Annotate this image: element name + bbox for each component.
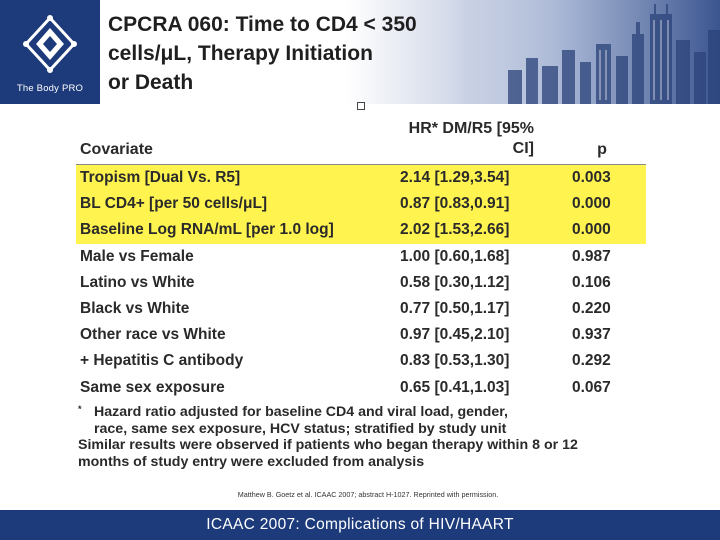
- results-table: Covariate HR* DM/R5 [95% CI] p Tropism […: [76, 116, 646, 401]
- p-value-cell: 0.937: [572, 326, 611, 344]
- p-value-cell: 0.000: [572, 221, 611, 239]
- hazard-ratio-cell: 2.14 [1.29,3.54]: [400, 169, 510, 186]
- covariate-cell: Male vs Female: [80, 247, 194, 265]
- hazard-ratio-cell: 0.83 [0.53,1.30]: [400, 352, 510, 370]
- header-hazard-ratio: HR* DM/R5 [95% CI]: [378, 119, 534, 159]
- covariate-cell: Black vs White: [80, 299, 190, 317]
- p-value-cell: 0.003: [572, 169, 611, 186]
- covariate-cell: + Hepatitis C antibody: [80, 352, 244, 370]
- hazard-ratio-cell: 0.77 [0.50,1.17]: [400, 299, 510, 317]
- table-row: Latino vs White 0.58 [0.30,1.12] 0.106: [76, 270, 646, 296]
- hazard-ratio-cell: 0.87 [0.83,0.91]: [400, 195, 510, 213]
- hazard-ratio-cell: 2.02 [1.53,2.66]: [400, 221, 510, 239]
- table-header: Covariate HR* DM/R5 [95% CI] p: [76, 116, 646, 165]
- p-value-cell: 0.220: [572, 299, 611, 317]
- footnote-line: months of study entry were excluded from…: [78, 453, 425, 470]
- covariate-cell: Baseline Log RNA/mL [per 1.0 log]: [80, 221, 334, 239]
- logo: The Body PRO: [0, 0, 100, 104]
- table-row: Male vs Female 1.00 [0.60,1.68] 0.987: [76, 244, 646, 270]
- footnotes: * Hazard ratio adjusted for baseline CD4…: [78, 404, 638, 470]
- table-row: Tropism [Dual Vs. R5] 2.14 [1.29,3.54] 0.0…: [76, 165, 646, 192]
- covariate-cell: Same sex exposure: [80, 378, 225, 396]
- p-value-cell: 0.106: [572, 273, 611, 291]
- covariate-cell: BL CD4+ [per 50 cells/μL]: [80, 195, 268, 213]
- hazard-ratio-cell: 0.65 [0.41,1.03]: [400, 378, 510, 396]
- logo-text: The Body PRO: [16, 83, 84, 94]
- table-body: Tropism [Dual Vs. R5] 2.14 [1.29,3.54] 0.0…: [76, 165, 646, 401]
- diamond-logo-icon: [23, 15, 77, 73]
- title-line: cells/μL, Therapy Initiation: [108, 42, 373, 65]
- p-value-cell: 0.067: [572, 378, 611, 396]
- p-value-cell: 0.000: [572, 195, 611, 213]
- header-hr-line: HR* DM/R5 [95%: [408, 120, 534, 137]
- slide-header: The Body PRO: [0, 0, 720, 104]
- footnote-line: Hazard ratio adjusted for baseline CD4 a…: [94, 404, 508, 420]
- slide-footer: ICAAC 2007: Complications of HIV/HAART: [0, 510, 720, 540]
- footnote-line: race, same sex exposure, HCV status; str…: [94, 420, 507, 437]
- covariate-cell: Other race vs White: [80, 326, 226, 344]
- table-row: BL CD4+ [per 50 cells/μL] 0.87 [0.83,0.91…: [76, 191, 646, 218]
- p-value-cell: 0.292: [572, 352, 611, 370]
- header-p-value: p: [597, 141, 607, 158]
- table-row: Baseline Log RNA/mL [per 1.0 log] 2.02 [1…: [76, 217, 646, 244]
- covariate-cell: Tropism [Dual Vs. R5]: [80, 169, 241, 186]
- title-line: or Death: [108, 71, 194, 94]
- city-skyline-image: [468, 0, 720, 104]
- covariate-cell: Latino vs White: [80, 273, 195, 291]
- title-line: CPCRA 060: Time to CD4 < 350: [108, 13, 417, 36]
- header-covariate: Covariate: [80, 141, 153, 158]
- footnote-line: Similar results were observed if patient…: [78, 437, 578, 454]
- table-row: + Hepatitis C antibody 0.83 [0.53,1.30] 0.…: [76, 348, 646, 374]
- footnote-marker: *: [78, 404, 82, 414]
- slide-title: CPCRA 060: Time to CD4 < 350 cells/μL, T…: [108, 10, 488, 97]
- hazard-ratio-cell: 0.58 [0.30,1.12]: [400, 273, 510, 291]
- header-hr-line: CI]: [512, 140, 534, 157]
- hazard-ratio-cell: 0.97 [0.45,2.10]: [400, 326, 510, 344]
- placeholder-square-icon: [357, 102, 365, 110]
- table-row: Other race vs White 0.97 [0.45,2.10] 0.937: [76, 322, 646, 348]
- citation: Matthew B. Goetz et al. ICAAC 2007; abst…: [237, 490, 499, 499]
- p-value-cell: 0.987: [572, 247, 611, 265]
- hazard-ratio-cell: 1.00 [0.60,1.68]: [400, 247, 510, 265]
- table-row: Same sex exposure 0.65 [0.41,1.03] 0.067: [76, 375, 646, 401]
- table-row: Black vs White 0.77 [0.50,1.17] 0.220: [76, 296, 646, 322]
